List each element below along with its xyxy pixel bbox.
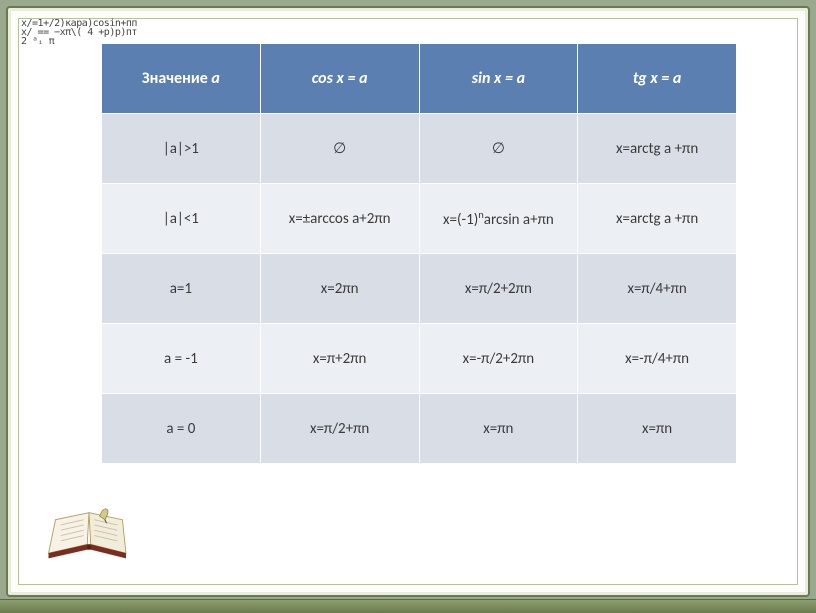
table-row: a=1 x=2πn x=π/2+2πn x=π/4+πn: [102, 254, 737, 324]
book-icon: [45, 500, 133, 564]
cell-tg: x=π/4+πn: [578, 254, 737, 324]
cell-a-cond: a=1: [102, 254, 261, 324]
cell-sin-pre: x=(-1): [443, 211, 478, 229]
slide-inner-frame: х/=1+/2)кара)сosin+пп х/ == −хπ\( 4 +р)р…: [18, 18, 798, 585]
col-header-tg: tg x = a: [578, 44, 737, 114]
slide-outer-frame: х/=1+/2)кара)сosin+пп х/ == −хπ\( 4 +р)р…: [6, 6, 810, 597]
cell-tg: x=πn: [578, 394, 737, 464]
col-header-value-a-ital: a: [211, 69, 219, 88]
cell-cos: x=±arccos a+2πn: [260, 184, 419, 254]
cell-sin: x=πn: [419, 394, 578, 464]
cell-sin: ∅: [419, 114, 578, 184]
desk-edge: [0, 599, 816, 613]
table-row: |a|>1 ∅ ∅ x=arctg a +πn: [102, 114, 737, 184]
cell-sin: x=π/2+2πn: [419, 254, 578, 324]
trig-table: Значение a cos x = a sin x = a tg x = a …: [101, 43, 737, 464]
table-row: a = -1 x=π+2πn x=-π/2+2πn x=-π/4+πn: [102, 324, 737, 394]
cell-sin: x=(-1)narcsin a+πn: [419, 184, 578, 254]
corner-scribble: х/=1+/2)кара)сosin+пп х/ == −хπ\( 4 +р)р…: [21, 19, 137, 46]
cell-cos: ∅: [260, 114, 419, 184]
cell-a-cond: a = 0: [102, 394, 261, 464]
trig-table-container: Значение a cos x = a sin x = a tg x = a …: [101, 43, 737, 464]
cell-cos: x=π/2+πn: [260, 394, 419, 464]
scribble-l3: 2 ᵃᵢ π: [21, 36, 54, 47]
cell-a-cond: |a|>1: [102, 114, 261, 184]
cell-sin-post: arcsin a+πn: [484, 211, 554, 229]
cell-tg: x=-π/4+πn: [578, 324, 737, 394]
cell-cos: x=π+2πn: [260, 324, 419, 394]
cell-sin: x=-π/2+2πn: [419, 324, 578, 394]
cell-cos: x=2πn: [260, 254, 419, 324]
col-header-sin: sin x = a: [419, 44, 578, 114]
col-header-value-a: Значение a: [102, 44, 261, 114]
cell-a-cond: |a|<1: [102, 184, 261, 254]
col-header-value-a-pre: Значение: [142, 69, 212, 88]
table-row: |a|<1 x=±arccos a+2πn x=(-1)narcsin a+πn…: [102, 184, 737, 254]
table-header-row: Значение a cos x = a sin x = a tg x = a: [102, 44, 737, 114]
cell-tg: x=arctg a +πn: [578, 184, 737, 254]
col-header-cos: cos x = a: [260, 44, 419, 114]
cell-a-cond: a = -1: [102, 324, 261, 394]
table-row: a = 0 x=π/2+πn x=πn x=πn: [102, 394, 737, 464]
cell-tg: x=arctg a +πn: [578, 114, 737, 184]
